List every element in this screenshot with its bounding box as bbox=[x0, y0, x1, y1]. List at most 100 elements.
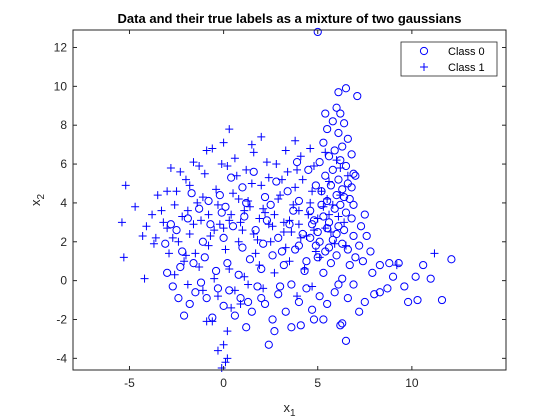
point-class-0-147 bbox=[334, 280, 343, 289]
point-class-0-9 bbox=[323, 124, 332, 134]
point-class-0-48 bbox=[358, 257, 368, 266]
point-class-0-144 bbox=[332, 251, 341, 260]
point-class-1-73 bbox=[149, 239, 158, 248]
point-class-0-176 bbox=[187, 189, 196, 198]
point-class-0-66 bbox=[360, 297, 369, 307]
point-class-1-27 bbox=[242, 165, 251, 174]
point-class-1-109 bbox=[341, 241, 350, 250]
point-class-0-149 bbox=[341, 336, 351, 345]
point-class-0-64 bbox=[375, 288, 384, 297]
point-class-0-73 bbox=[315, 292, 324, 301]
point-class-0-19 bbox=[341, 161, 351, 171]
point-class-0-5 bbox=[321, 109, 330, 118]
point-class-1-7 bbox=[163, 224, 172, 233]
point-class-0-63 bbox=[383, 284, 392, 293]
point-class-0-29 bbox=[345, 194, 354, 204]
point-class-0-15 bbox=[347, 150, 356, 159]
point-class-0-2 bbox=[334, 88, 343, 97]
point-class-1-101 bbox=[221, 245, 230, 254]
point-class-1-22 bbox=[223, 162, 232, 170]
point-class-1-113 bbox=[229, 189, 238, 198]
point-class-0-135 bbox=[215, 191, 224, 200]
point-class-1-70 bbox=[195, 263, 204, 272]
point-class-1-60 bbox=[202, 146, 211, 155]
point-class-1-91 bbox=[392, 261, 401, 270]
point-class-0-56 bbox=[411, 272, 420, 281]
point-class-1-106 bbox=[296, 233, 305, 242]
point-class-0-134 bbox=[227, 173, 236, 182]
point-class-1-121 bbox=[170, 200, 179, 209]
point-class-0-146 bbox=[319, 268, 328, 277]
point-class-0-98 bbox=[168, 282, 177, 291]
point-class-0-101 bbox=[189, 259, 198, 268]
point-class-0-178 bbox=[198, 237, 207, 246]
axes-area bbox=[73, 30, 506, 370]
point-class-0-65 bbox=[370, 290, 379, 299]
point-class-1-51 bbox=[332, 156, 341, 165]
point-class-1-146 bbox=[176, 167, 185, 176]
point-class-1-68 bbox=[225, 264, 234, 273]
point-class-0-59 bbox=[447, 255, 456, 264]
x-axis-label: x1 bbox=[283, 400, 296, 419]
point-class-0-156 bbox=[349, 200, 358, 209]
point-class-1-0 bbox=[121, 181, 130, 190]
point-class-0-103 bbox=[211, 266, 221, 276]
point-class-1-62 bbox=[315, 253, 324, 262]
point-class-1-136 bbox=[279, 228, 288, 237]
point-class-0-70 bbox=[338, 274, 347, 283]
point-class-1-94 bbox=[170, 270, 179, 279]
point-class-1-31 bbox=[257, 181, 266, 190]
point-class-1-153 bbox=[270, 210, 279, 219]
point-class-1-149 bbox=[138, 231, 147, 240]
point-class-1-135 bbox=[264, 220, 273, 229]
point-class-1-150 bbox=[168, 233, 177, 242]
point-class-1-107 bbox=[311, 247, 320, 256]
point-class-0-94 bbox=[191, 288, 200, 297]
point-class-1-20 bbox=[215, 220, 224, 229]
point-class-1-72 bbox=[165, 249, 174, 258]
point-class-0-148 bbox=[338, 319, 347, 328]
point-class-0-123 bbox=[183, 214, 192, 223]
point-class-0-44 bbox=[362, 231, 371, 241]
y-tick-label-6: 8 bbox=[60, 118, 67, 132]
y-tick-label-5: 6 bbox=[60, 157, 67, 171]
point-class-1-8 bbox=[166, 163, 175, 172]
point-class-0-119 bbox=[228, 222, 238, 231]
point-class-1-119 bbox=[319, 202, 328, 211]
point-class-0-57 bbox=[419, 260, 428, 270]
legend-label-class-0: Class 0 bbox=[448, 46, 485, 58]
point-class-0-21 bbox=[349, 169, 358, 178]
point-class-0-99 bbox=[163, 268, 172, 277]
y-axis-label: x2 bbox=[28, 194, 47, 207]
point-class-0-33 bbox=[341, 208, 351, 217]
point-class-1-154 bbox=[285, 216, 294, 225]
point-class-1-112 bbox=[213, 200, 222, 209]
point-class-0-68 bbox=[343, 294, 352, 303]
point-class-1-116 bbox=[274, 195, 283, 204]
point-class-0-180 bbox=[238, 243, 247, 252]
point-class-1-9 bbox=[172, 187, 181, 196]
point-class-0-60 bbox=[437, 295, 447, 305]
point-class-0-163 bbox=[243, 297, 253, 307]
point-class-1-83 bbox=[213, 346, 222, 355]
point-class-0-104 bbox=[223, 259, 232, 268]
point-class-0-96 bbox=[179, 311, 189, 320]
point-class-0-22 bbox=[321, 171, 330, 180]
point-class-1-69 bbox=[210, 274, 219, 283]
point-class-1-49 bbox=[325, 177, 334, 186]
point-class-1-34 bbox=[268, 222, 277, 231]
point-class-1-29 bbox=[249, 148, 258, 157]
point-class-0-152 bbox=[356, 222, 366, 231]
point-class-0-76 bbox=[294, 297, 304, 307]
point-class-1-13 bbox=[189, 158, 198, 167]
point-class-0-133 bbox=[238, 183, 247, 192]
point-class-1-3 bbox=[119, 253, 128, 262]
point-class-0-97 bbox=[174, 294, 183, 303]
chart-title: Data and their true labels as a mixture … bbox=[118, 11, 462, 26]
point-class-1-147 bbox=[163, 187, 172, 196]
y-tick-label-2: 0 bbox=[60, 274, 67, 288]
point-class-1-52 bbox=[336, 191, 345, 200]
point-class-1-144 bbox=[185, 181, 194, 190]
x-tick-label-1: 0 bbox=[220, 376, 227, 390]
